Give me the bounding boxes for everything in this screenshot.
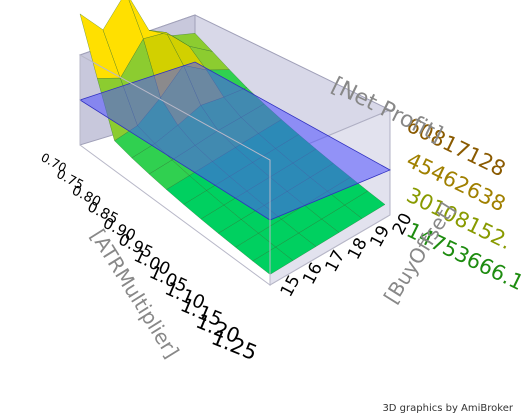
x-tick-label: 1.25 (208, 325, 260, 365)
box-edge (269, 214, 391, 286)
surface-cell (171, 33, 214, 52)
credit-text: 3D graphics by AmiBroker (382, 403, 513, 414)
